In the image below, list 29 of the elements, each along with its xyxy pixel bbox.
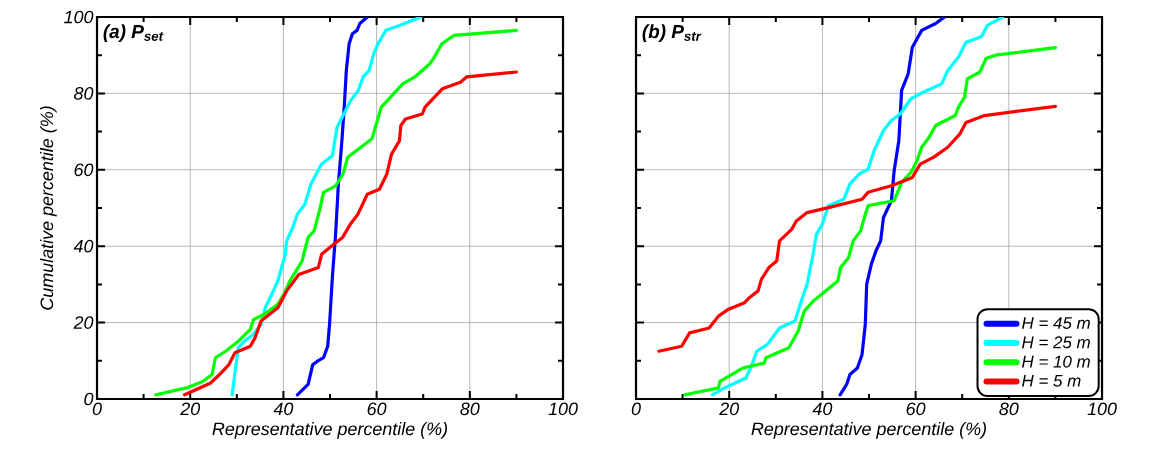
y-tick-label: 40: [73, 239, 94, 253]
x-tick-label: 0: [631, 402, 641, 416]
x-tick-label: 80: [999, 402, 1019, 416]
chart-title: (a) P$_{set}$: [103, 24, 164, 42]
y-tick-label: 20: [73, 316, 94, 329]
x-axis-title: Representative percentile (%): [212, 422, 448, 439]
y-tick-label: 0: [84, 392, 94, 406]
chart-title: (b) P$_{str}$: [642, 24, 702, 42]
x-tick-label: 100: [1087, 402, 1117, 416]
y-tick-label: 80: [74, 87, 94, 100]
x-tick-label: 20: [719, 402, 740, 416]
line-series: [230, 16, 423, 397]
x-tick-label: 20: [180, 402, 201, 416]
legend-label: H = 25 m: [1022, 336, 1090, 349]
line-series: [183, 70, 519, 397]
x-tick-label: 80: [460, 402, 480, 416]
x-axis-title: Representative percentile (%): [751, 422, 987, 439]
y-tick-label: 60: [74, 163, 94, 177]
x-tick-label: 40: [812, 402, 833, 416]
x-tick-label: 60: [367, 402, 387, 416]
x-tick-label: 40: [273, 402, 294, 416]
y-axis-title: Cumulative percentile (%): [40, 106, 57, 310]
x-tick-label: 60: [906, 402, 926, 416]
x-tick-label: 100: [548, 402, 578, 416]
line-series: [295, 16, 369, 397]
legend-label: H = 10 m: [1022, 355, 1090, 368]
legend-label: H = 45 m: [1022, 317, 1090, 330]
legend-label: H = 5 m: [1022, 374, 1081, 387]
y-tick-label: 100: [64, 10, 94, 24]
